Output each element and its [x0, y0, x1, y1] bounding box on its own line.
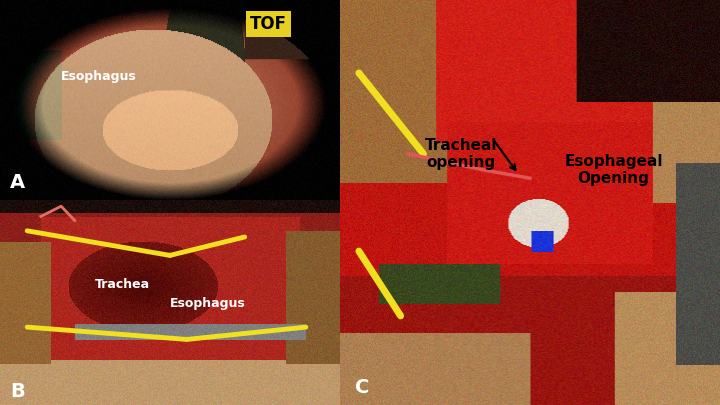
Text: Esophagus: Esophagus: [170, 296, 246, 310]
Text: Esophageal
Opening: Esophageal Opening: [564, 154, 663, 186]
Text: B: B: [10, 382, 25, 401]
Text: A: A: [10, 173, 25, 192]
Text: Esophagus: Esophagus: [61, 70, 137, 83]
Text: TOF: TOF: [250, 15, 287, 33]
Text: Trachea: Trachea: [95, 278, 150, 291]
Text: C: C: [355, 378, 369, 397]
Text: Tracheal
opening: Tracheal opening: [426, 138, 498, 170]
